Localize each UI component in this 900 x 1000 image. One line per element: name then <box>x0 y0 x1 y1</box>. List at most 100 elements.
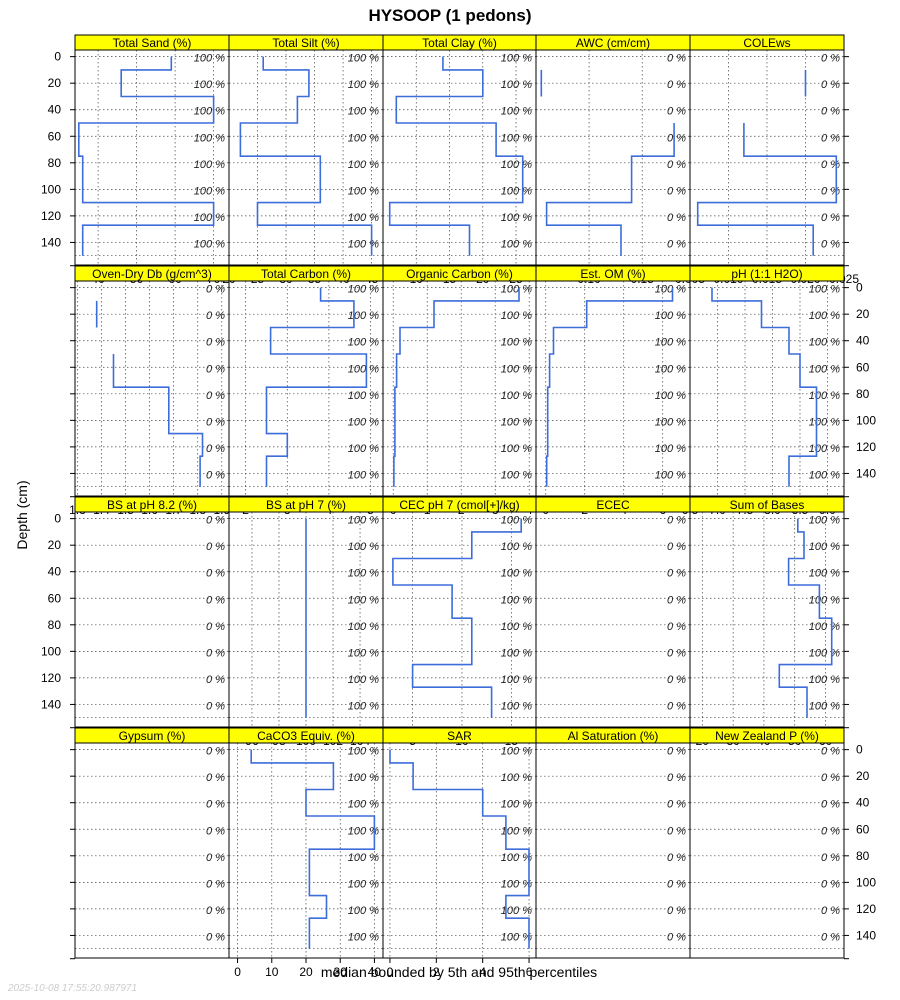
profile-line <box>545 287 674 487</box>
percent-label: 100 % <box>501 469 532 481</box>
percent-label: 100 % <box>501 674 532 686</box>
profile-line <box>250 749 376 949</box>
percent-label: 0 % <box>206 746 225 758</box>
percent-label: 0 % <box>206 878 225 890</box>
percent-label: 100 % <box>501 772 532 784</box>
profile-line <box>78 56 215 256</box>
y-tick-label-left: 140 <box>41 235 61 249</box>
percent-label: 100 % <box>501 878 532 890</box>
percent-label: 0 % <box>667 647 686 659</box>
percent-label: 100 % <box>809 700 840 712</box>
percent-label: 0 % <box>667 621 686 633</box>
y-tick-label-left: 60 <box>48 591 62 605</box>
percent-label: 0 % <box>667 132 686 144</box>
percent-label: 100 % <box>501 132 532 144</box>
y-tick-label-left: 80 <box>48 156 62 170</box>
profile-line <box>239 56 373 256</box>
percent-label: 100 % <box>501 284 532 296</box>
percent-label: 100 % <box>655 416 686 428</box>
percent-label: 100 % <box>348 621 379 633</box>
percent-label: 0 % <box>667 674 686 686</box>
y-tick-label-left: 20 <box>48 538 62 552</box>
percent-label: 100 % <box>348 931 379 943</box>
panel-title: CEC pH 7 (cmol[+]/kg) <box>399 498 519 512</box>
percent-label: 0 % <box>667 825 686 837</box>
percent-label: 0 % <box>667 53 686 65</box>
percent-label: 100 % <box>348 772 379 784</box>
percent-label: 100 % <box>655 337 686 349</box>
percent-label: 0 % <box>206 905 225 917</box>
y-axis-label: Depth (cm) <box>14 480 30 549</box>
percent-label: 0 % <box>667 852 686 864</box>
percent-label: 100 % <box>809 337 840 349</box>
percent-label: 100 % <box>501 568 532 580</box>
percent-label: 100 % <box>501 931 532 943</box>
percent-label: 100 % <box>348 746 379 758</box>
percent-label: 100 % <box>809 568 840 580</box>
percent-label: 100 % <box>348 568 379 580</box>
y-tick-label-right: 80 <box>856 387 870 401</box>
percent-label: 100 % <box>809 284 840 296</box>
percent-label: 100 % <box>348 852 379 864</box>
percent-label: 0 % <box>206 363 225 375</box>
panel-frame <box>689 280 845 497</box>
y-tick-label-right: 140 <box>856 928 876 942</box>
profile-line <box>393 287 520 487</box>
panel-grid: Total Sand (%)100 %100 %100 %100 %100 %1… <box>41 34 876 979</box>
y-tick-label-left: 120 <box>41 209 61 223</box>
percent-label: 100 % <box>501 106 532 118</box>
y-tick-label-right: 100 <box>856 875 876 889</box>
percent-label: 100 % <box>194 79 225 91</box>
y-tick-label-left: 100 <box>41 182 61 196</box>
percent-label: 100 % <box>501 443 532 455</box>
percent-label: 0 % <box>667 931 686 943</box>
percent-label: 0 % <box>821 238 840 250</box>
panel-title: AWC (cm/cm) <box>576 36 650 50</box>
percent-label: 100 % <box>501 825 532 837</box>
percent-label: 100 % <box>348 363 379 375</box>
x-tick-label: 6 <box>526 965 533 979</box>
chart-title: HYSOOP (1 pedons) <box>368 6 531 25</box>
percent-label: 100 % <box>809 594 840 606</box>
profile-line <box>696 123 838 256</box>
percent-label: 100 % <box>348 647 379 659</box>
percent-label: 100 % <box>809 621 840 633</box>
percent-label: 100 % <box>194 238 225 250</box>
percent-label: 0 % <box>821 212 840 224</box>
percent-label: 100 % <box>809 416 840 428</box>
percent-label: 100 % <box>348 390 379 402</box>
panel-title: CaCO3 Equiv. (%) <box>257 729 355 743</box>
percent-label: 0 % <box>821 799 840 811</box>
percent-label: 100 % <box>809 390 840 402</box>
percent-label: 100 % <box>655 310 686 322</box>
percent-label: 0 % <box>206 594 225 606</box>
percent-label: 0 % <box>821 106 840 118</box>
percent-label: 100 % <box>501 746 532 758</box>
percent-label: 0 % <box>667 79 686 91</box>
profile-line <box>778 518 833 718</box>
percent-label: 100 % <box>501 905 532 917</box>
panel-title: Sum of Bases <box>730 498 805 512</box>
percent-label: 100 % <box>348 443 379 455</box>
percent-label: 100 % <box>501 337 532 349</box>
percent-label: 100 % <box>809 469 840 481</box>
y-tick-label-right: 140 <box>856 466 876 480</box>
y-tick-label-right: 20 <box>856 307 870 321</box>
percent-label: 100 % <box>809 310 840 322</box>
y-tick-label-right: 40 <box>856 334 870 348</box>
panel-title: pH (1:1 H2O) <box>731 267 802 281</box>
percent-label: 100 % <box>501 79 532 91</box>
y-tick-label-left: 40 <box>48 565 62 579</box>
profile-line <box>545 123 675 256</box>
percent-label: 0 % <box>206 469 225 481</box>
profile-line <box>392 518 523 718</box>
panel-frame <box>689 742 845 959</box>
panel-title: Al Saturation (%) <box>568 729 659 743</box>
percent-label: 100 % <box>348 469 379 481</box>
percent-label: 0 % <box>821 53 840 65</box>
panel-title: Total Silt (%) <box>272 36 339 50</box>
percent-label: 100 % <box>348 106 379 118</box>
percent-label: 100 % <box>501 185 532 197</box>
percent-label: 100 % <box>348 310 379 322</box>
